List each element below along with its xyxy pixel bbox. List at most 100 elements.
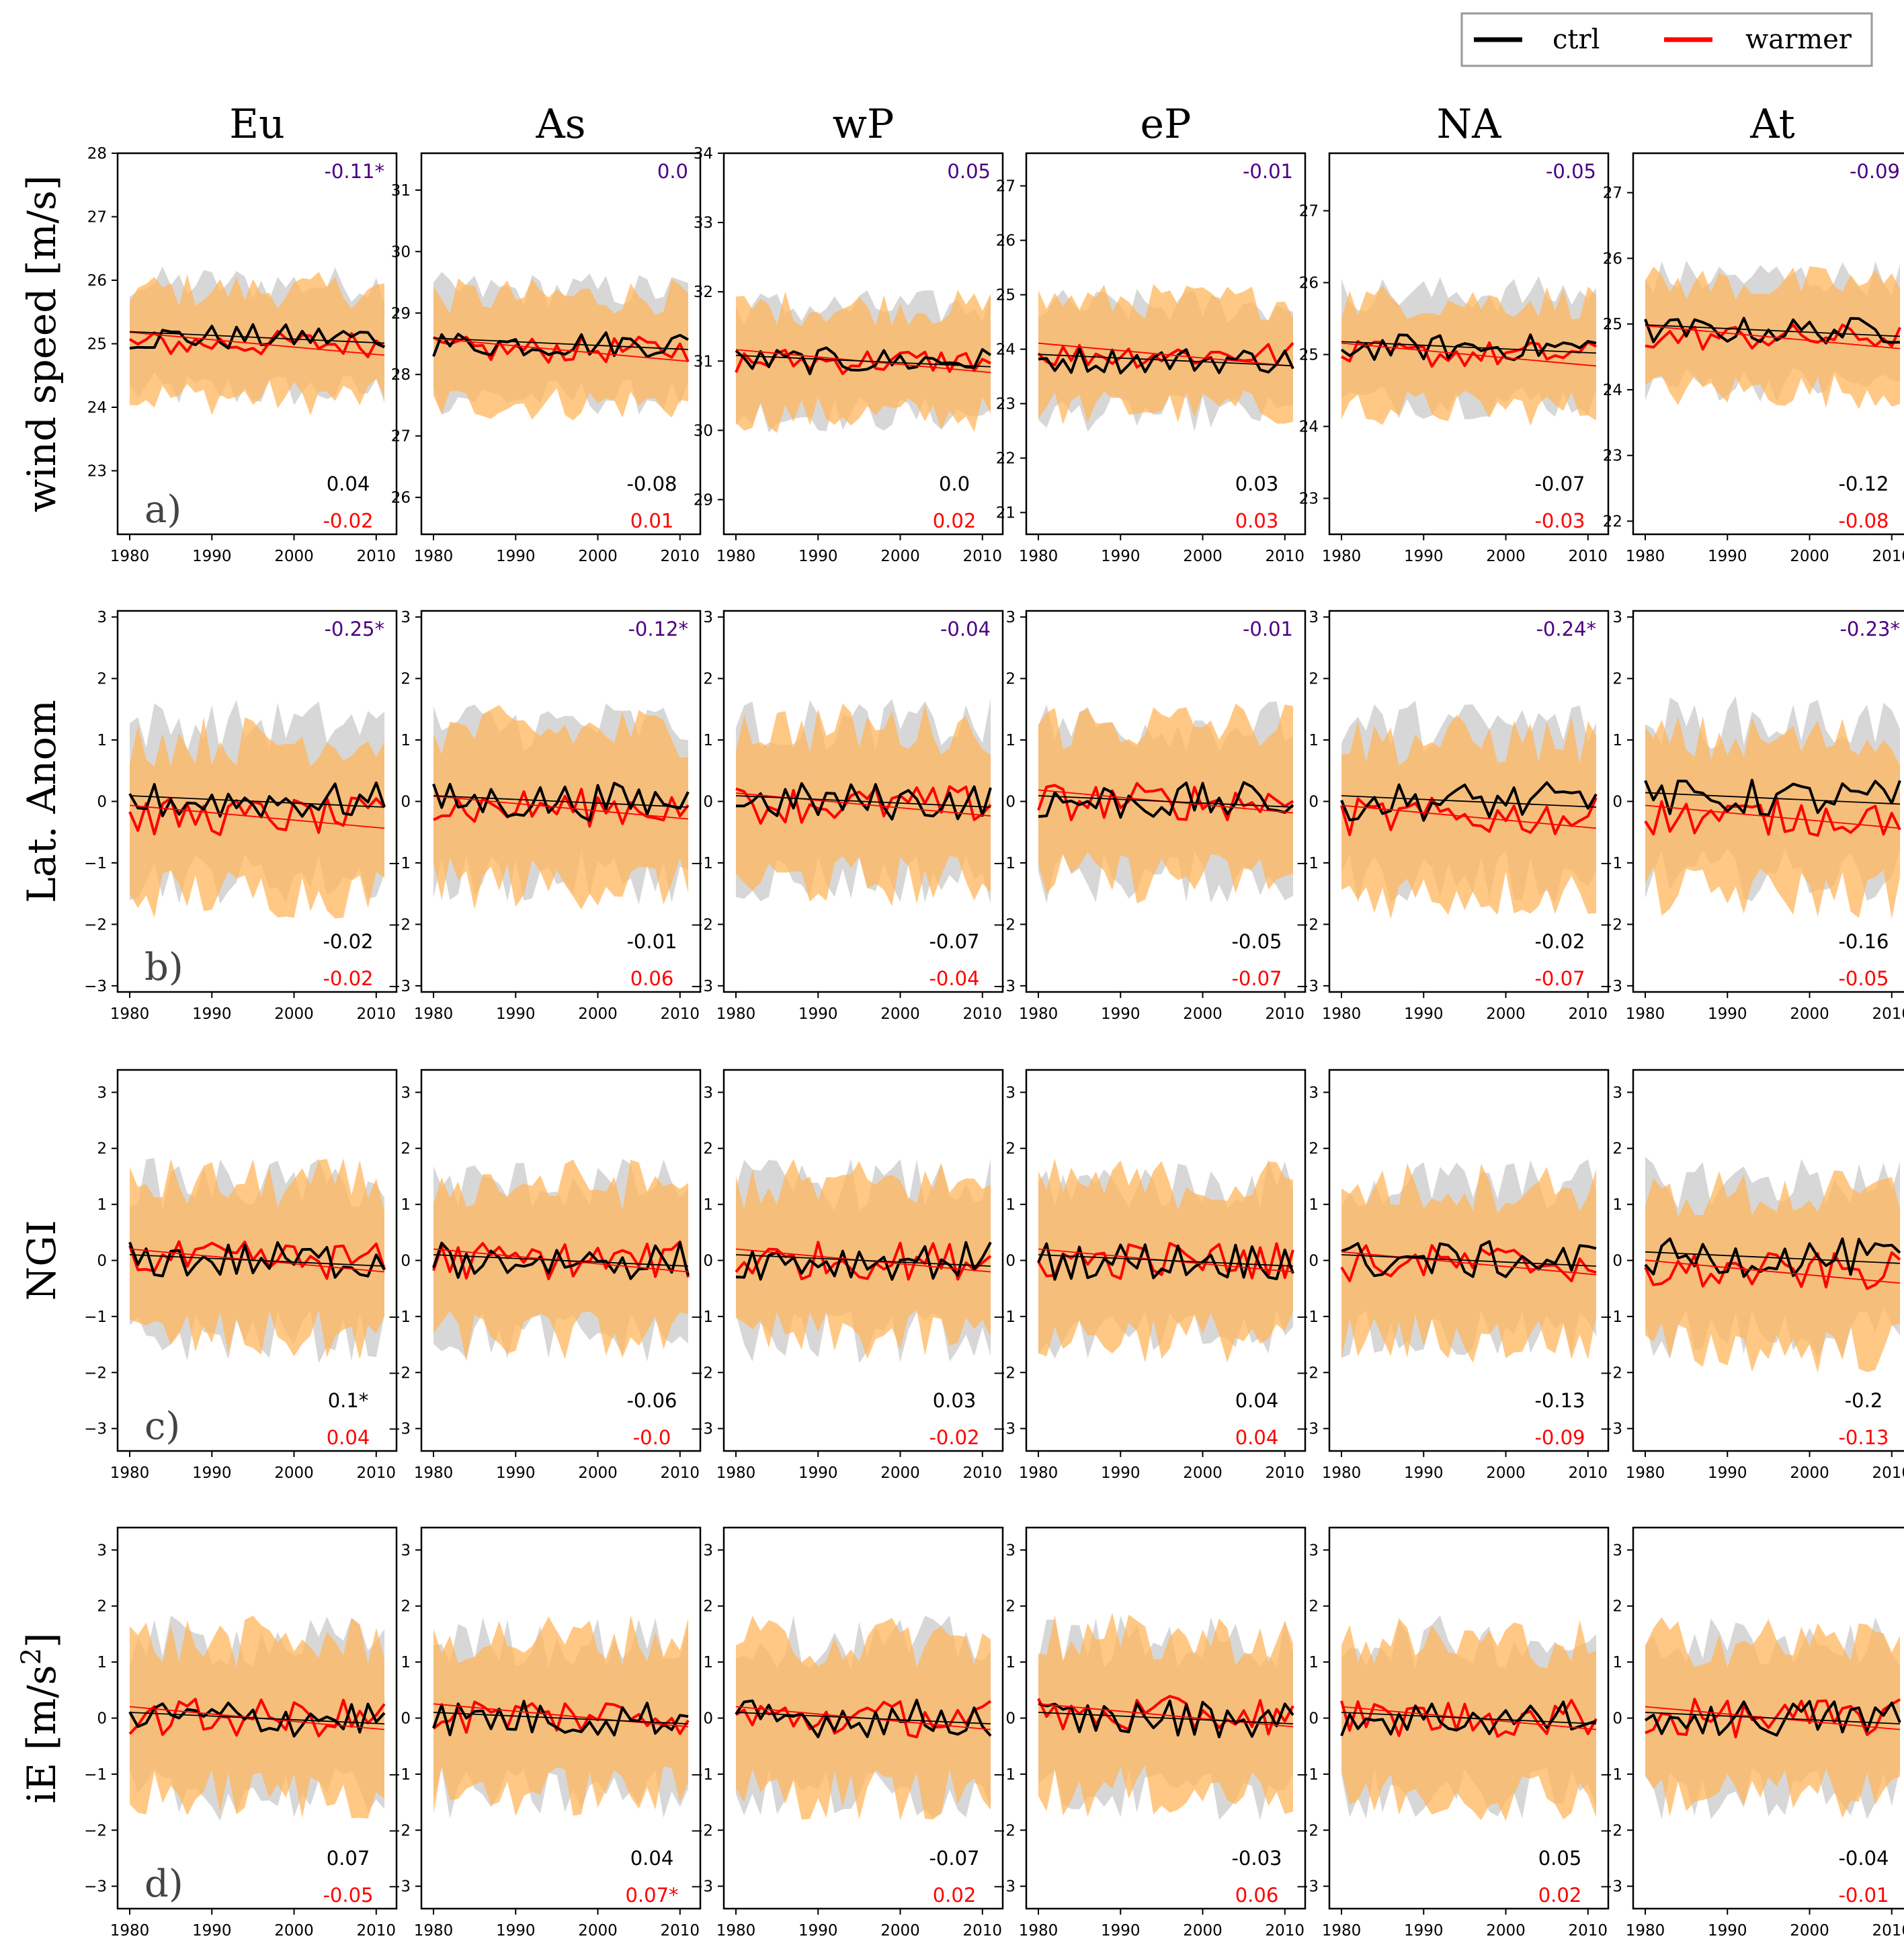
- series-ctrl: [128, 1241, 386, 1279]
- x-tick-label: 2000: [1790, 1005, 1829, 1023]
- x-tick-label: 2000: [880, 548, 920, 565]
- band-warmer: [130, 1158, 384, 1360]
- y-tick-label: 2: [97, 671, 107, 688]
- legend-label-warmer: warmer: [1745, 24, 1852, 55]
- ctrl-trend-label: -0.02: [323, 930, 373, 953]
- y-tick-label: 0: [703, 1710, 713, 1728]
- y-tick-label: −1: [84, 1766, 107, 1784]
- series-warmer: [128, 1698, 386, 1738]
- trend-line-ctrl: [1645, 1712, 1901, 1724]
- y-tick-label: −2: [993, 916, 1016, 933]
- panel-3-na: −3 −2 −1 0 1 2 3 1980 1990 2000 2010 0.05 0.02: [1296, 1526, 1610, 1940]
- y-tick-label: −1: [993, 1766, 1016, 1784]
- column-title-ep: eP: [1141, 101, 1192, 148]
- y-tick-label: 3: [401, 609, 411, 626]
- x-tick-label: 1980: [414, 1922, 454, 1940]
- trend-line-ctrl: [1341, 1712, 1597, 1724]
- y-tick-label: 3: [401, 1542, 411, 1559]
- series-ctrl: [1644, 1237, 1901, 1278]
- y-tick-label: 27: [996, 178, 1016, 196]
- y-tick-label: 1: [1005, 1196, 1016, 1214]
- y-tick-label: 1: [1309, 732, 1319, 749]
- x-tick-label: 1990: [1404, 1922, 1444, 1940]
- y-tick-label: −2: [388, 1364, 411, 1382]
- y-tick-label: 24: [996, 341, 1016, 359]
- trend-line-ctrl: [1341, 341, 1597, 354]
- diff-trend-label: 0.05: [947, 160, 991, 183]
- y-tick-label: 2: [1005, 1140, 1016, 1158]
- column-title-as: As: [535, 101, 585, 148]
- row-label-text: iE [m/s: [19, 1665, 65, 1803]
- y-tick-label: −3: [690, 1878, 713, 1896]
- x-tick-label: 2010: [661, 1464, 700, 1482]
- panel-0-as: 26 27 28 29 30 31 1980 1990 2000 2010 0.0 -0.08 0.01: [391, 152, 702, 565]
- x-tick-label: 1990: [496, 548, 536, 565]
- trend-line-ctrl: [1038, 795, 1294, 808]
- x-tick-label: 2000: [578, 1005, 618, 1023]
- y-tick-label: 23: [1299, 491, 1319, 508]
- series-ctrl: [432, 1700, 689, 1737]
- x-tick-label: 1980: [1019, 1005, 1059, 1023]
- diff-trend-label: -0.12*: [628, 618, 688, 640]
- warmer-trend-label: -0.03: [1534, 509, 1585, 532]
- panel-0-na: 23 24 25 26 27 1980 1990 2000 2010 -0.05 -0.07 -0.0…: [1299, 152, 1610, 565]
- y-tick-label: −3: [1600, 1878, 1622, 1896]
- column-title-wp: wP: [833, 101, 895, 148]
- x-tick-label: 1980: [110, 1464, 150, 1482]
- panel-3-eu: −3 −2 −1 0 1 2 3 1980 1990 2000 2010 0.07 -0.05 d): [84, 1526, 398, 1940]
- y-tick-label: −1: [1600, 855, 1622, 872]
- trend-line-warmer: [433, 795, 689, 820]
- y-tick-label: 1: [703, 1654, 713, 1671]
- trend-line-ctrl: [1038, 353, 1294, 367]
- y-tick-label: 3: [97, 1542, 107, 1559]
- panel-letter: b): [144, 946, 183, 989]
- y-tick-label: 22: [1603, 513, 1622, 530]
- x-tick-label: 2000: [1790, 548, 1829, 565]
- ctrl-trend-label: -0.01: [626, 930, 677, 953]
- trend-line-ctrl: [1645, 792, 1901, 805]
- y-tick-label: −1: [84, 855, 107, 872]
- series-ctrl: [129, 323, 385, 350]
- y-tick-label: 33: [694, 214, 713, 232]
- x-tick-label: 1980: [110, 1922, 150, 1940]
- x-tick-label: 2010: [1266, 548, 1305, 565]
- y-tick-label: 2: [1612, 1598, 1622, 1616]
- row-labels: wind speed [m/s] Lat. Anom NGI iE [m/s2]: [16, 175, 65, 1804]
- ctrl-trend-label: -0.16: [1838, 930, 1889, 953]
- y-tick-label: 3: [1005, 609, 1016, 626]
- y-tick-label: 26: [1603, 250, 1622, 267]
- trend-line-ctrl: [129, 331, 385, 344]
- warmer-trend-label: -0.09: [1534, 1426, 1585, 1449]
- x-tick-label: 1980: [1019, 1922, 1059, 1940]
- series-ctrl: [432, 331, 689, 358]
- series-ctrl: [1341, 1240, 1597, 1278]
- x-tick-label: 1980: [1626, 548, 1665, 565]
- trend-line-warmer: [129, 331, 385, 356]
- y-tick-label: 2: [703, 1598, 713, 1616]
- ctrl-trend-label: -0.04: [1838, 1847, 1889, 1870]
- trend-line-ctrl: [1038, 1712, 1294, 1724]
- series-ctrl: [1340, 781, 1598, 822]
- diff-trend-label: -0.11*: [324, 160, 384, 183]
- y-tick-label: −2: [84, 1822, 107, 1839]
- ctrl-trend-label: 0.04: [630, 1847, 674, 1870]
- y-tick-label: −2: [690, 1364, 713, 1382]
- y-tick-label: −3: [690, 978, 713, 995]
- x-tick-label: 2010: [357, 548, 397, 565]
- x-tick-label: 2010: [963, 548, 1003, 565]
- y-tick-label: −1: [388, 1766, 411, 1784]
- x-tick-label: 1990: [1101, 1464, 1141, 1482]
- warmer-trend-label: -0.05: [1838, 967, 1889, 990]
- trend-line-ctrl: [129, 1712, 385, 1724]
- y-tick-label: 24: [1299, 419, 1319, 436]
- panel-letter: c): [144, 1405, 180, 1448]
- y-tick-label: −2: [1296, 1364, 1319, 1382]
- ctrl-trend-label: -0.03: [1231, 1847, 1282, 1870]
- y-tick-label: −1: [1600, 1766, 1622, 1784]
- row-label-2: NGI: [19, 1220, 65, 1301]
- x-tick-label: 2010: [1569, 1922, 1608, 1940]
- band-warmer: [1038, 1612, 1293, 1817]
- y-tick-label: 3: [703, 609, 713, 626]
- y-tick-label: 0: [401, 794, 411, 811]
